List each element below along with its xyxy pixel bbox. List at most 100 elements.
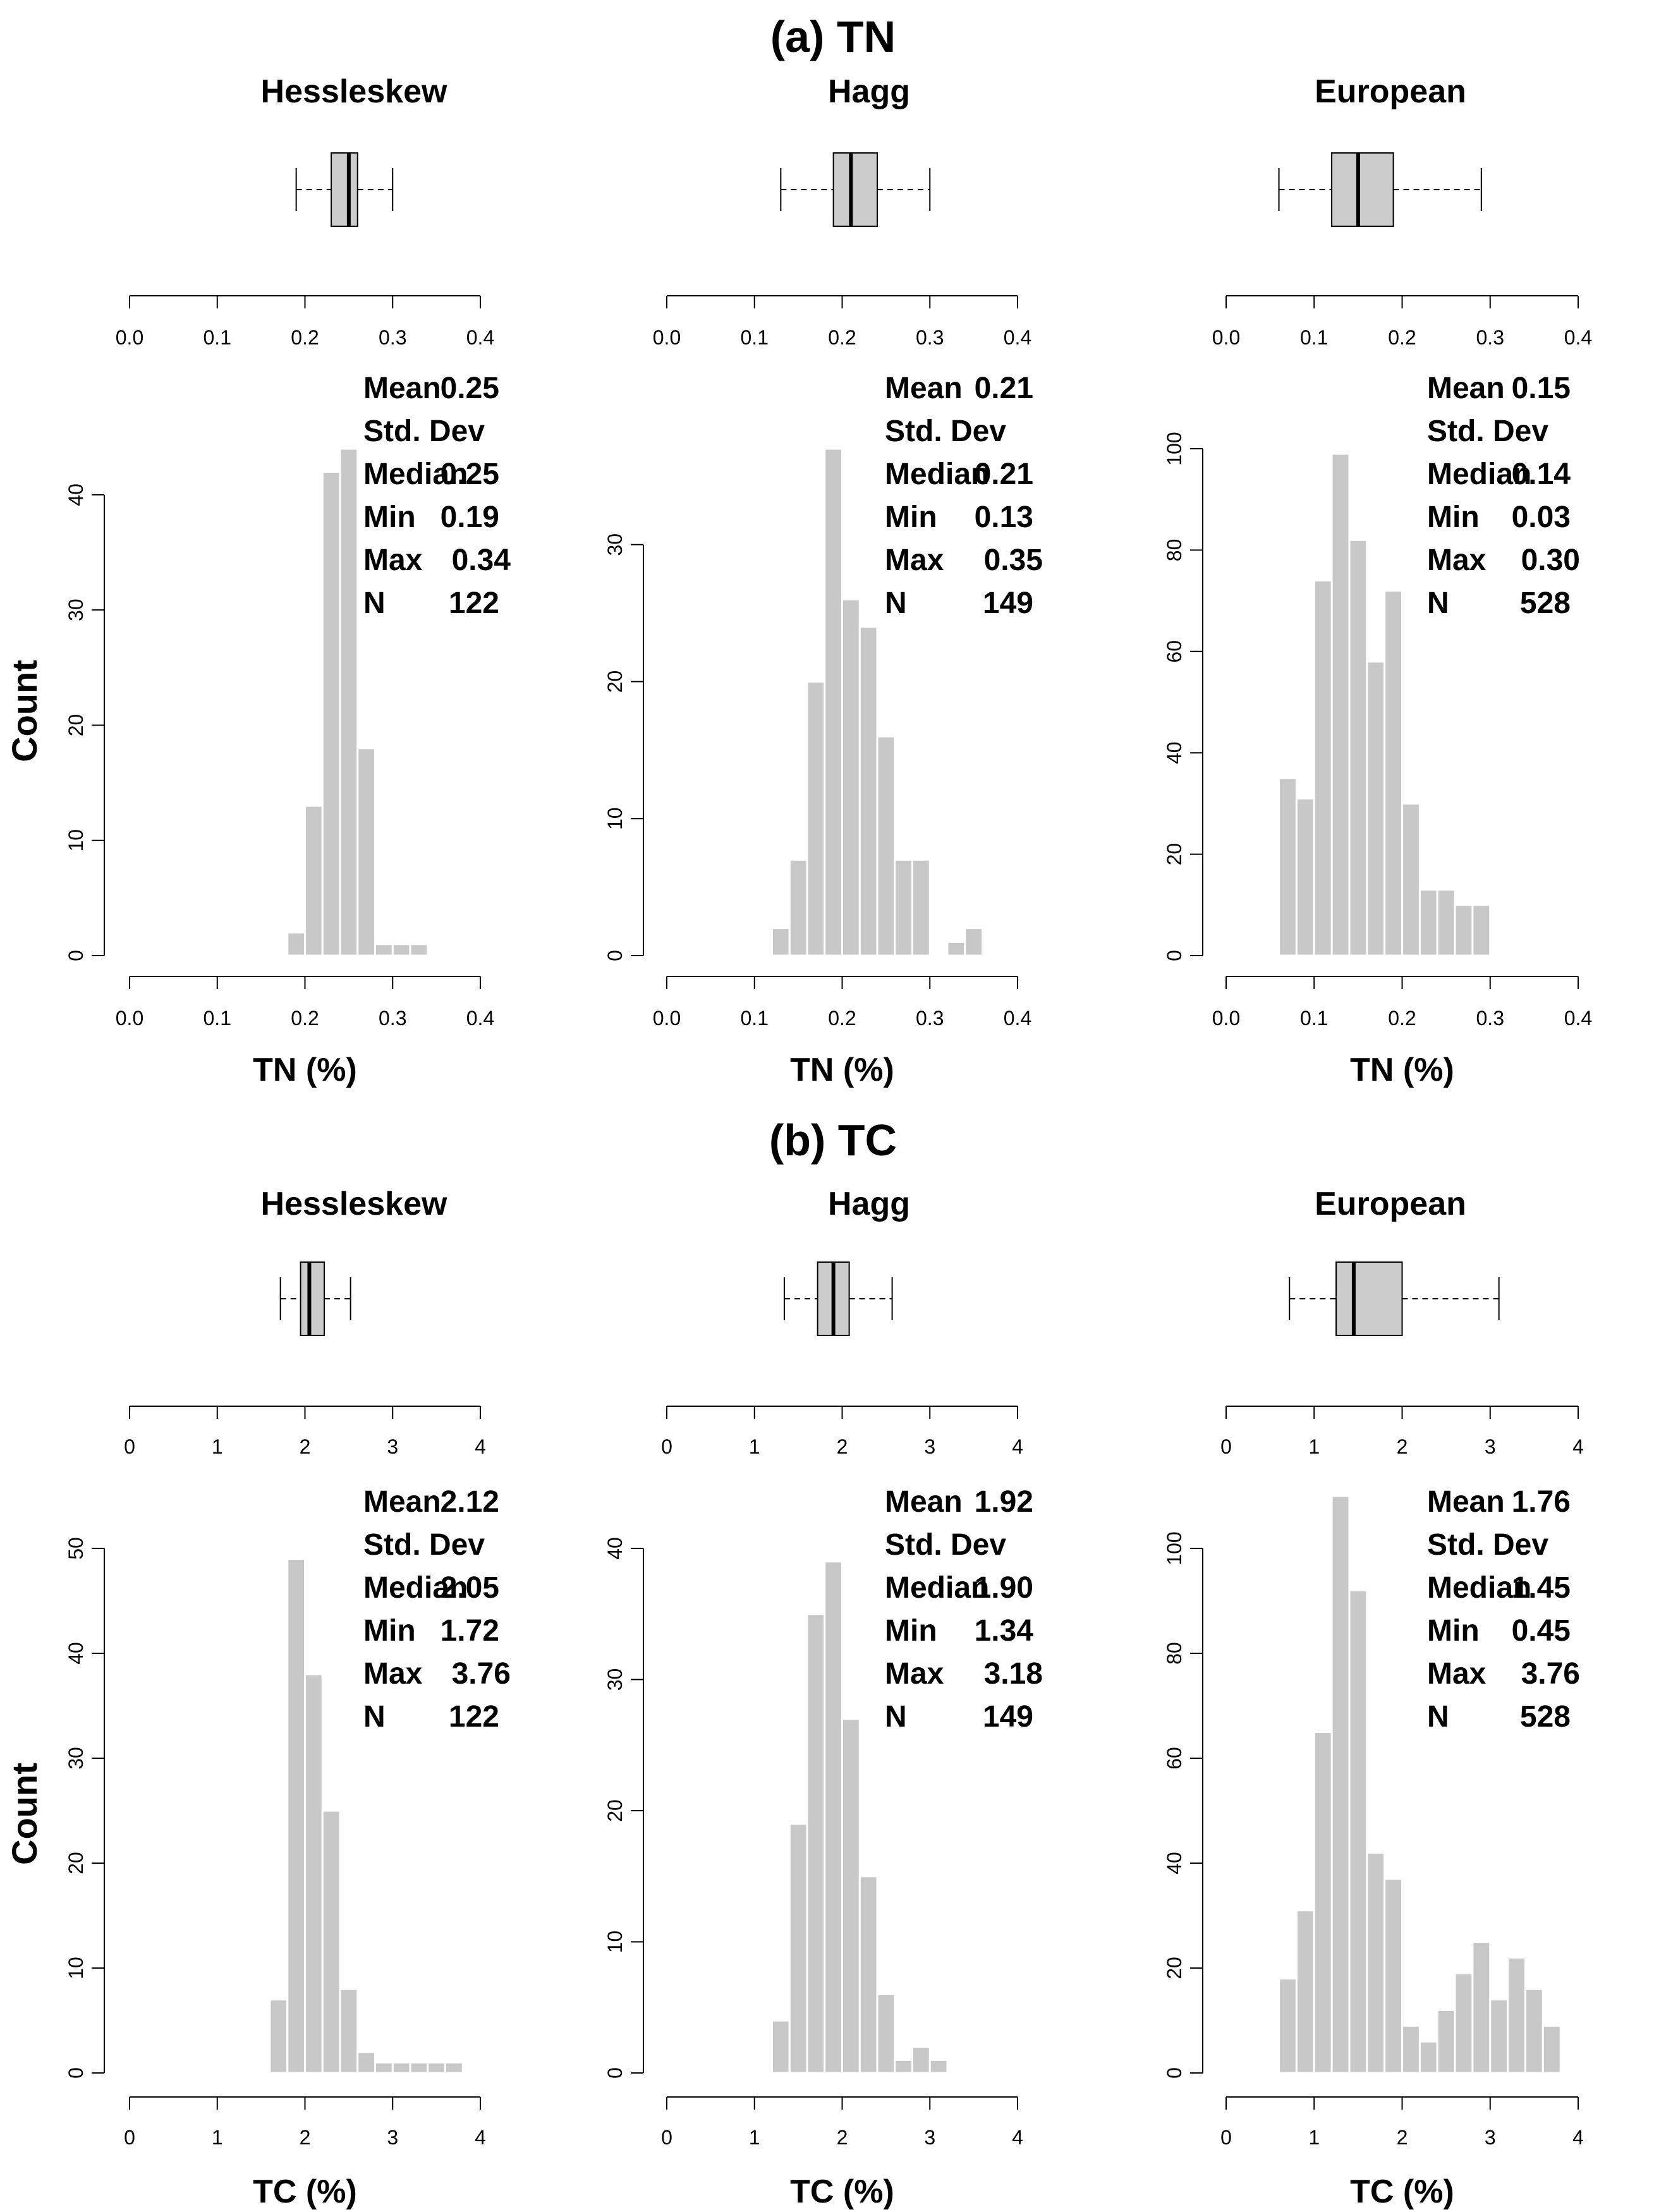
histogram-bar <box>286 1558 306 2074</box>
x-tick-label-bottom: 0.1 <box>1300 1007 1328 1030</box>
y-tick-label: 60 <box>1163 640 1186 663</box>
histogram-bar <box>1348 1589 1368 2074</box>
stat-label: N <box>885 1700 907 1734</box>
stat-value: 1.34 <box>975 1614 1034 1648</box>
x-tick-label-top: 0.3 <box>916 326 944 349</box>
y-tick-label: 80 <box>1163 1642 1186 1665</box>
stat-label: N <box>885 586 907 620</box>
stat-value: 0.25 <box>441 372 499 405</box>
histogram-bar <box>427 2061 446 2074</box>
x-tick-label-top: 0 <box>661 1435 672 1458</box>
x-tick-label-bottom: 3 <box>1485 2126 1496 2149</box>
histogram-bar <box>894 2058 913 2074</box>
histogram-bar <box>858 626 879 957</box>
x-tick-label-top: 0.1 <box>741 326 769 349</box>
x-tick-label-top: 0.0 <box>1212 326 1240 349</box>
stat-label: Std. Dev <box>885 1528 1006 1562</box>
x-tick-label-top: 0.3 <box>379 326 406 349</box>
x-tick-label-top: 0 <box>124 1435 135 1458</box>
x-tick-label-top: 3 <box>924 1435 935 1458</box>
histogram-bar <box>1278 1978 1298 2074</box>
stat-value: 2.12 <box>441 1485 499 1519</box>
stat-value: 0.30 <box>1521 544 1580 577</box>
histogram-bar <box>841 1718 861 2074</box>
y-tick-label: 40 <box>64 483 87 506</box>
x-tick-label-bottom: 3 <box>387 2126 398 2149</box>
x-tick-label-bottom: 3 <box>924 2126 935 2149</box>
stat-value: 0.21 <box>975 372 1033 405</box>
panel-tn-european: European 0.0 0.1 0.2 0.3 0.4 0.0 0.1 0.2 0.3 0.4 TN… <box>1163 73 1592 1088</box>
histogram-bar <box>1541 2024 1562 2074</box>
y-axis-label-tc: Count <box>4 1763 44 1865</box>
x-tick-label-bottom: 1 <box>749 2126 760 2149</box>
y-tick-label: 10 <box>64 829 87 852</box>
histogram-bar <box>304 1673 324 2074</box>
x-tick-label-top: 0.3 <box>1476 326 1504 349</box>
stat-value: 1.72 <box>441 1614 499 1648</box>
stat-label: Mean <box>363 372 441 405</box>
y-tick-label: 0 <box>604 2067 626 2079</box>
stat-value: 0.21 <box>975 458 1033 491</box>
stat-value: 528 <box>1520 586 1571 620</box>
y-tick-label: 30 <box>604 533 626 556</box>
stat-label: Median <box>885 1571 989 1605</box>
histogram-bar <box>409 943 429 957</box>
y-tick-label: 0 <box>64 950 87 961</box>
section-title-tc: (b) TC <box>769 1115 897 1165</box>
y-tick-label: 100 <box>1163 432 1186 465</box>
histogram-bar <box>1366 1851 1386 2074</box>
x-tick-label-top: 0.2 <box>828 326 856 349</box>
stat-value: 1.45 <box>1512 1571 1571 1605</box>
histogram-bar <box>444 2061 464 2074</box>
stat-label: Median <box>363 458 468 491</box>
stat-label: Max <box>363 544 423 577</box>
histogram-bar <box>788 858 808 957</box>
y-tick-label: 20 <box>604 1799 626 1822</box>
stat-label: Min <box>1427 1614 1480 1648</box>
y-tick-label: 50 <box>64 1537 87 1560</box>
x-tick-label-top: 2 <box>837 1435 848 1458</box>
histogram-bar <box>1313 1731 1333 2074</box>
histogram-bar <box>806 1613 826 2074</box>
histogram-bar <box>374 2061 394 2074</box>
stat-value: 3.18 <box>984 1657 1043 1691</box>
histogram-bar <box>1366 660 1386 957</box>
histogram-bar <box>1330 453 1351 957</box>
histogram-bar <box>911 2046 931 2074</box>
histogram-bar <box>286 932 306 957</box>
x-tick-label-bottom: 0.2 <box>1388 1007 1416 1030</box>
stat-label: Std. Dev <box>1427 415 1548 448</box>
x-tick-label-top: 0.4 <box>1004 326 1031 349</box>
stat-value: 149 <box>983 586 1033 620</box>
stat-value: 528 <box>1520 1700 1571 1734</box>
stat-label: Std. Dev <box>885 415 1006 448</box>
histogram-bar <box>356 747 376 957</box>
y-tick-label: 0 <box>64 2067 87 2079</box>
panel-title: Hagg <box>828 73 910 110</box>
y-tick-label: 40 <box>1163 1852 1186 1875</box>
histogram-bar <box>391 943 411 957</box>
x-tick-label-top: 2 <box>300 1435 311 1458</box>
x-tick-label-bottom: 0.0 <box>653 1007 681 1030</box>
stat-label: Min <box>885 501 937 534</box>
y-tick-label: 0 <box>604 950 626 961</box>
y-tick-label: 20 <box>604 671 626 693</box>
histogram-bar <box>374 943 394 957</box>
x-tick-label-top: 1 <box>1308 1435 1320 1458</box>
histogram-bar <box>841 598 861 957</box>
histogram-bar <box>339 1988 359 2074</box>
stat-label: Mean <box>1427 372 1505 405</box>
histogram-bar <box>771 927 791 957</box>
stat-label: Median <box>885 458 989 491</box>
stat-value: 1.92 <box>975 1485 1033 1519</box>
y-tick-label: 80 <box>1163 539 1186 562</box>
panels: Hessleskew 0.0 0.1 0.2 0.3 0.4 0.0 0.1 0.2 0.3 0.4… <box>64 73 1592 2210</box>
x-tick-label-bottom: 0.1 <box>741 1007 769 1030</box>
histogram-bar <box>1454 904 1474 957</box>
histogram-bar <box>858 1875 879 2074</box>
y-tick-label: 0 <box>1163 2067 1186 2079</box>
y-tick-label: 40 <box>1163 741 1186 764</box>
y-tick-label: 10 <box>604 1931 626 1954</box>
stat-value: 1.90 <box>975 1571 1033 1605</box>
